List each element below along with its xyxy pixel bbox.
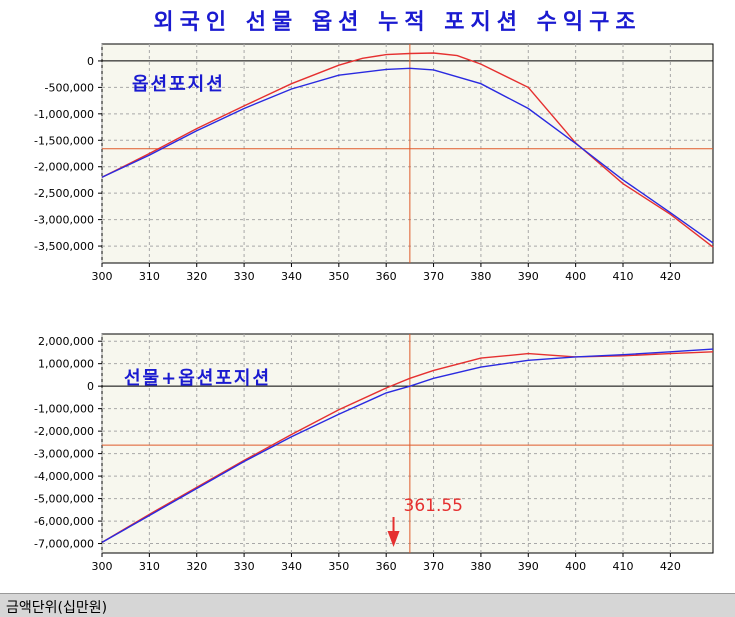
series-label: 선물+옵션포지션	[124, 368, 271, 389]
x-tick-label: 360	[376, 560, 397, 573]
x-tick-label: 390	[518, 270, 539, 283]
y-tick-label: -7,000,000	[34, 538, 94, 551]
y-tick-label: 0	[87, 380, 94, 393]
x-tick-label: 320	[186, 270, 207, 283]
y-tick-label: -1,000,000	[34, 403, 94, 416]
x-tick-label: 340	[281, 560, 302, 573]
x-tick-label: 420	[660, 270, 681, 283]
series-line-red	[101, 351, 714, 544]
y-tick-label: 1,000,000	[38, 358, 94, 371]
y-tick-label: -2,500,000	[34, 187, 94, 200]
x-tick-label: 330	[234, 270, 255, 283]
x-tick-label: 400	[565, 270, 586, 283]
x-tick-label: 310	[139, 270, 160, 283]
x-tick-label: 390	[518, 560, 539, 573]
y-tick-label: -5,000,000	[34, 493, 94, 506]
series-line-blue	[101, 348, 714, 544]
x-tick-label: 360	[376, 270, 397, 283]
series-line-red	[101, 52, 714, 248]
x-tick-label: 300	[92, 270, 113, 283]
y-tick-label: -1,500,000	[34, 134, 94, 147]
option-position-chart: 300 310 320 330 340 350 360 370 380 390 400 410 420 0…	[34, 43, 714, 283]
marker-arrow-head	[387, 531, 400, 547]
y-tick-label: -6,000,000	[34, 515, 94, 528]
x-tick-label: 380	[470, 270, 491, 283]
x-tick-label: 330	[234, 560, 255, 573]
y-tick-label: -2,000,000	[34, 161, 94, 174]
y-tick-label: 2,000,000	[38, 335, 94, 348]
x-tick-label: 320	[186, 560, 207, 573]
y-tick-label: 0	[87, 55, 94, 68]
y-tick-label: -3,500,000	[34, 240, 94, 253]
futures-option-position-chart: 300 310 320 330 340 350 360 370 380 390 400 410 420 2…	[34, 333, 714, 573]
x-tick-label: 410	[613, 560, 634, 573]
series-line-blue	[101, 67, 714, 244]
x-tick-label: 350	[328, 560, 349, 573]
x-tick-label: 310	[139, 560, 160, 573]
x-tick-label: 350	[328, 270, 349, 283]
y-tick-label: -1,000,000	[34, 108, 94, 121]
x-tick-label: 340	[281, 270, 302, 283]
x-tick-label: 370	[423, 270, 444, 283]
y-tick-label: -3,000,000	[34, 214, 94, 227]
x-tick-label: 380	[470, 560, 491, 573]
x-tick-label: 420	[660, 560, 681, 573]
plot-area	[101, 43, 714, 264]
y-tick-label: -2,000,000	[34, 425, 94, 438]
series-label: 옵션포지션	[132, 74, 225, 95]
y-tick-label: -500,000	[45, 81, 94, 94]
x-tick-label: 400	[565, 560, 586, 573]
chart-title: 외국인 선물 옵션 누적 포지션 수익구조	[153, 10, 642, 35]
marker-value-label: 361.55	[404, 496, 463, 516]
x-tick-label: 370	[423, 560, 444, 573]
status-bar: 금액단위(십만원)	[0, 593, 735, 617]
plot-area	[101, 333, 714, 554]
x-tick-label: 300	[92, 560, 113, 573]
y-tick-label: -3,000,000	[34, 448, 94, 461]
x-tick-label: 410	[613, 270, 634, 283]
y-tick-label: -4,000,000	[34, 470, 94, 483]
